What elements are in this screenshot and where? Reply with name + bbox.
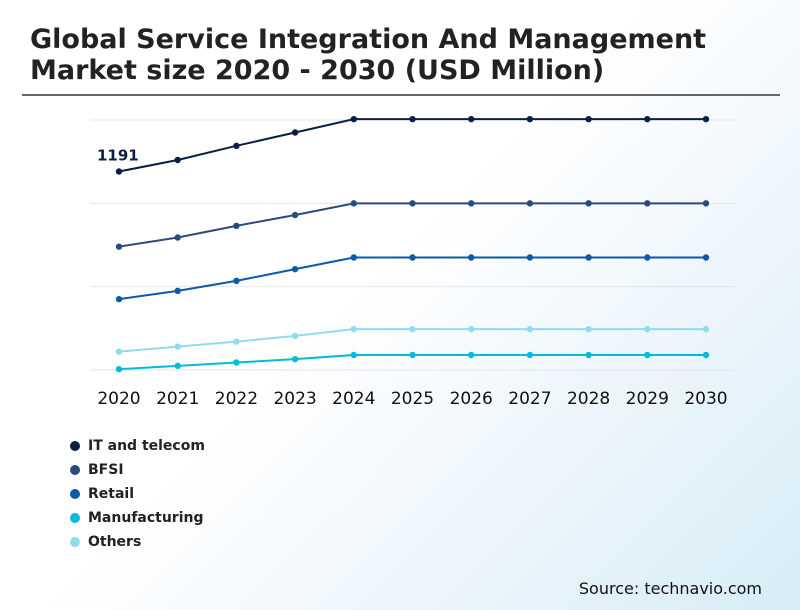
- x-tick-label: 2028: [567, 389, 610, 409]
- data-point: [526, 325, 534, 333]
- data-point: [526, 200, 534, 207]
- legend-marker: [70, 513, 80, 523]
- data-point: [115, 348, 123, 355]
- data-point: [115, 295, 123, 303]
- data-point: [350, 325, 357, 333]
- data-point: [409, 351, 416, 359]
- data-point: [233, 359, 240, 366]
- data-point: [468, 200, 475, 207]
- data-point: [468, 325, 475, 333]
- legend-label: BFSI: [88, 462, 124, 478]
- data-point: [409, 254, 416, 261]
- x-tick-label: 2030: [684, 389, 727, 409]
- data-point: [350, 254, 357, 261]
- data-point: [644, 325, 651, 333]
- legend-item: IT and telecom: [70, 434, 205, 458]
- data-point: [585, 254, 592, 261]
- data-point: [350, 351, 357, 359]
- data-point: [174, 287, 181, 295]
- data-point: [291, 211, 299, 219]
- chart-title: Global Service Integration And Managemen…: [30, 24, 707, 86]
- legend-label: Others: [88, 534, 142, 550]
- data-point: [291, 129, 299, 136]
- data-point: [174, 362, 181, 370]
- series-line: [118, 256, 706, 301]
- legend-marker: [70, 537, 80, 547]
- legend-label: Retail: [88, 486, 135, 502]
- data-point: [350, 200, 357, 207]
- chart-legend: IT and telecom BFSI Retail Manufacturing Oth…: [70, 434, 205, 554]
- data-point: [174, 234, 181, 241]
- data-point: [702, 351, 710, 359]
- data-point: [409, 115, 416, 123]
- x-tick-label: 2024: [332, 389, 375, 409]
- data-point: [468, 115, 475, 123]
- data-point: [233, 222, 240, 230]
- data-point: [174, 156, 181, 164]
- data-point: [702, 115, 710, 123]
- x-tick-label: 2023: [273, 389, 316, 409]
- data-point: [644, 351, 651, 359]
- data-point: [409, 325, 416, 333]
- legend-label: Manufacturing: [88, 510, 204, 526]
- data-point: [526, 254, 534, 261]
- x-tick-label: 2027: [508, 389, 551, 409]
- data-point: [526, 115, 534, 123]
- data-point: [468, 254, 475, 261]
- data-point: [115, 243, 123, 250]
- data-point: [174, 343, 181, 350]
- data-point: [644, 115, 651, 123]
- legend-item: Retail: [70, 482, 205, 506]
- data-point: [233, 277, 240, 285]
- data-point: [585, 325, 592, 333]
- legend-marker: [70, 441, 80, 451]
- x-tick-label: 2020: [97, 389, 140, 409]
- legend-item: Others: [70, 530, 205, 554]
- legend-item: Manufacturing: [70, 506, 205, 530]
- data-point: [644, 200, 651, 207]
- data-point: [115, 168, 123, 175]
- data-point: [702, 254, 710, 261]
- data-point: [702, 325, 710, 333]
- legend-label: IT and telecom: [88, 438, 205, 454]
- data-point: [585, 115, 592, 123]
- x-tick-label: 2026: [450, 389, 493, 409]
- title-divider: [22, 94, 780, 96]
- x-tick-label: 2021: [156, 389, 199, 409]
- data-point: [585, 351, 592, 359]
- data-point: [585, 200, 592, 207]
- x-tick-label: 2022: [215, 389, 258, 409]
- series-line: [118, 328, 706, 353]
- data-point: [291, 265, 299, 273]
- data-point: [409, 200, 416, 207]
- data-label: 1191: [97, 147, 139, 165]
- legend-marker: [70, 465, 80, 475]
- data-point: [115, 365, 123, 373]
- data-point: [233, 338, 240, 345]
- series-line: [118, 118, 706, 173]
- data-point: [350, 115, 357, 123]
- data-point: [644, 254, 651, 261]
- data-point: [526, 351, 534, 359]
- x-tick-label: 2029: [626, 389, 669, 409]
- source-note: Source: technavio.com: [578, 579, 762, 598]
- series-line: [118, 202, 706, 248]
- data-point: [702, 200, 710, 207]
- data-point: [291, 332, 299, 340]
- line-chart: 2020 2021 2022 2023 2024 2025 2026 2027 2028 2029…: [90, 115, 735, 409]
- legend-item: BFSI: [70, 458, 205, 482]
- legend-marker: [70, 489, 80, 499]
- data-point: [291, 355, 299, 363]
- data-point: [233, 142, 240, 150]
- data-point: [468, 351, 475, 359]
- x-tick-label: 2025: [391, 389, 434, 409]
